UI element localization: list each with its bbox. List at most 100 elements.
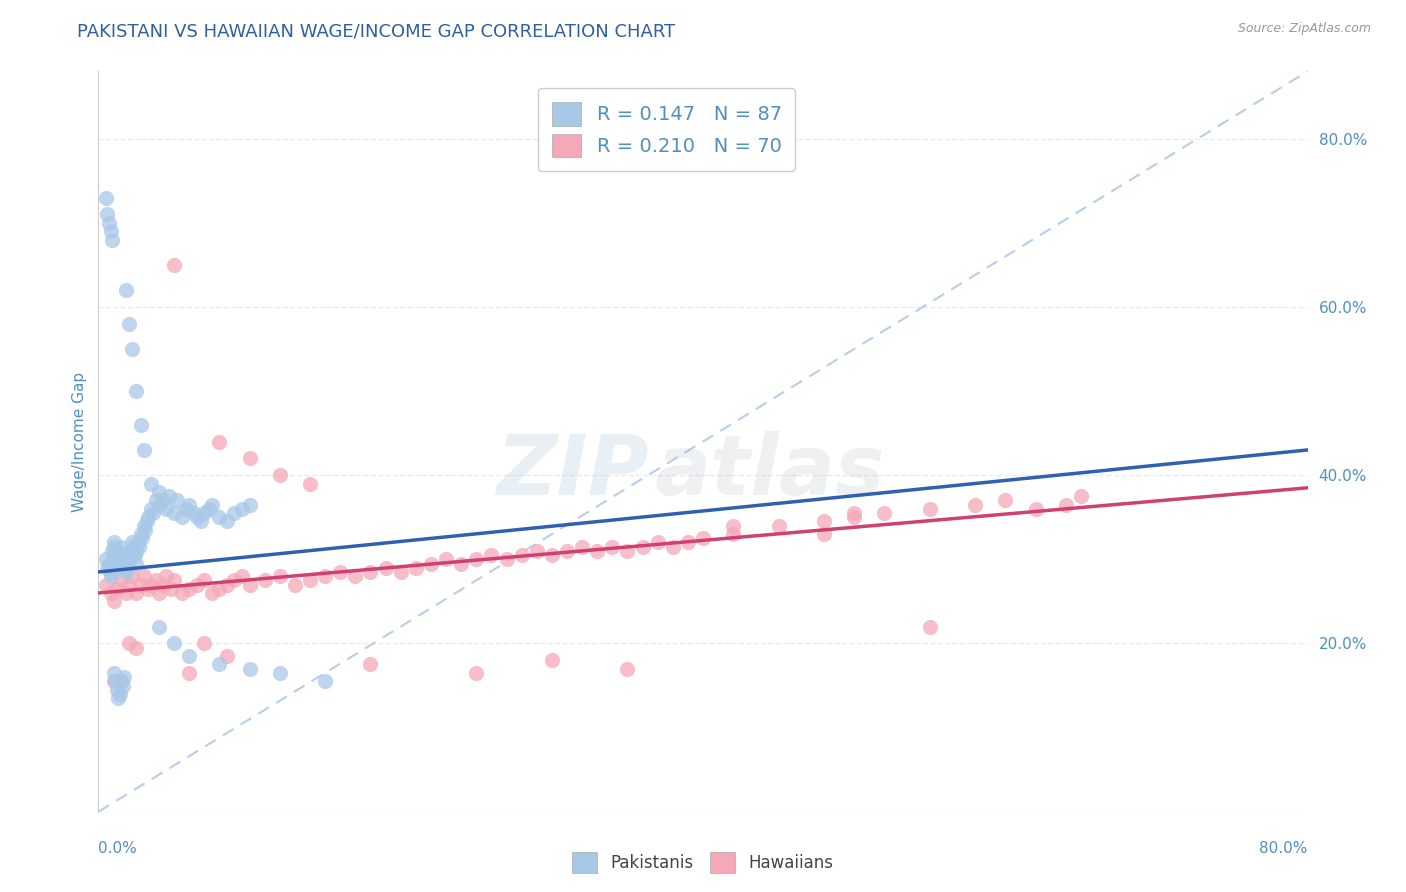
Point (284, 577, 307, 591)
Point (166, 493, 188, 508)
Point (110, 540, 132, 554)
Point (132, 442, 155, 457)
Point (101, 544, 124, 558)
Point (145, 493, 167, 508)
Point (103, 535, 125, 549)
Point (193, 636, 215, 650)
Point (163, 258, 186, 272)
Point (110, 557, 132, 571)
Point (152, 493, 174, 508)
Point (526, 544, 548, 558)
Point (160, 582, 183, 596)
Point (434, 552, 457, 566)
Point (918, 501, 941, 516)
Point (118, 636, 141, 650)
Point (107, 691, 129, 706)
Point (540, 548, 562, 562)
Point (134, 523, 156, 537)
Point (495, 552, 517, 566)
Point (112, 552, 135, 566)
Point (344, 569, 367, 583)
Point (155, 569, 177, 583)
Point (465, 552, 488, 566)
Point (100, 586, 122, 600)
Point (193, 574, 215, 588)
Point (360, 657, 382, 672)
Point (994, 493, 1017, 508)
Point (103, 540, 125, 554)
Point (540, 653, 562, 667)
Point (844, 506, 866, 520)
Point (269, 665, 291, 680)
Point (141, 501, 163, 516)
Point (299, 574, 322, 588)
Point (163, 636, 186, 650)
Point (115, 560, 138, 574)
Point (174, 501, 197, 516)
Point (231, 569, 253, 583)
Point (208, 582, 231, 596)
Point (114, 565, 136, 579)
Point (231, 501, 253, 516)
Point (269, 468, 291, 483)
Point (142, 506, 165, 520)
Point (179, 498, 201, 512)
Point (813, 527, 835, 541)
Point (105, 582, 128, 596)
Point (405, 560, 427, 574)
Point (124, 548, 146, 562)
Point (141, 476, 163, 491)
Point (723, 518, 745, 533)
Y-axis label: Wage/Income Gap: Wage/Income Gap (72, 371, 87, 512)
Point (149, 498, 172, 512)
Point (571, 540, 593, 554)
Point (105, 557, 128, 571)
Point (555, 544, 578, 558)
Point (159, 489, 181, 503)
Point (110, 574, 132, 588)
Point (110, 674, 132, 689)
Point (1054, 498, 1077, 512)
Point (239, 662, 262, 676)
Text: Source: ZipAtlas.com: Source: ZipAtlas.com (1237, 22, 1371, 36)
Point (111, 548, 134, 562)
Point (101, 233, 124, 247)
Point (201, 586, 224, 600)
Point (299, 476, 322, 491)
Point (183, 506, 205, 520)
Point (239, 498, 262, 512)
Point (163, 574, 186, 588)
Point (125, 586, 148, 600)
Point (107, 552, 129, 566)
Text: 80.0%: 80.0% (1260, 841, 1308, 856)
Point (163, 506, 186, 520)
Point (239, 577, 262, 591)
Point (360, 565, 382, 579)
Point (136, 582, 159, 596)
Point (269, 569, 291, 583)
Point (100, 224, 122, 238)
Point (129, 417, 152, 432)
Point (768, 518, 790, 533)
Point (510, 548, 533, 562)
Point (121, 535, 143, 549)
Point (104, 548, 127, 562)
Point (94, 552, 117, 566)
Point (118, 548, 141, 562)
Point (132, 569, 155, 583)
Point (125, 384, 148, 398)
Point (107, 544, 129, 558)
Point (170, 586, 193, 600)
Point (215, 577, 238, 591)
Point (253, 574, 276, 588)
Point (155, 501, 177, 516)
Point (108, 560, 131, 574)
Point (661, 540, 683, 554)
Point (208, 510, 231, 524)
Point (465, 665, 488, 680)
Point (104, 674, 127, 689)
Point (450, 557, 472, 571)
Point (114, 586, 136, 600)
Point (125, 640, 148, 655)
Point (239, 451, 262, 466)
